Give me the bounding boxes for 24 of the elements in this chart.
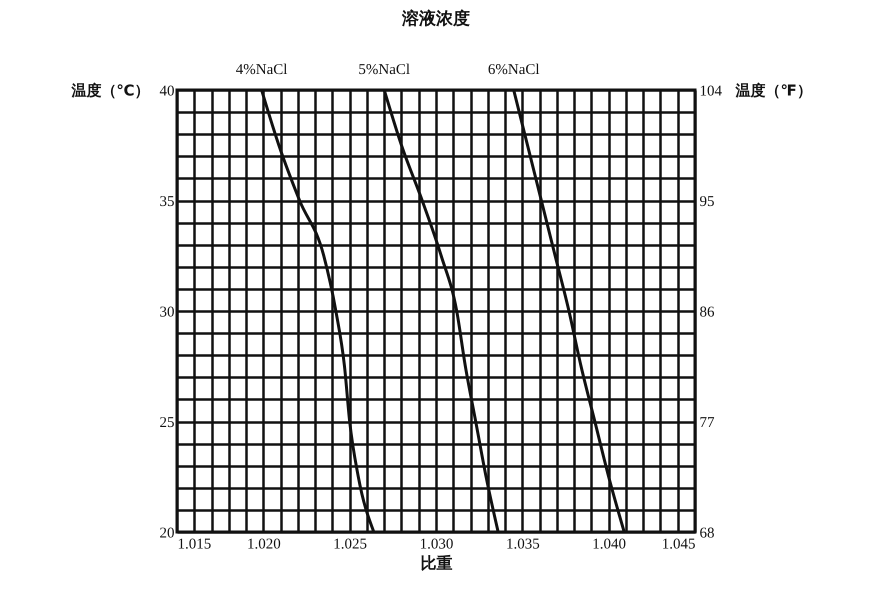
x-tick-label: 1.035 — [506, 536, 540, 552]
series-label: 6%NaCl — [488, 62, 540, 78]
x-tick-label: 1.040 — [592, 536, 626, 552]
x-tick-label: 1.025 — [333, 536, 368, 552]
x-tick-label: 1.020 — [246, 536, 281, 552]
chart-title: 溶液浓度 — [401, 9, 470, 29]
series-label: 4%NaCl — [236, 62, 288, 78]
y2-tick-label: 68 — [700, 526, 714, 542]
y-tick-label: 25 — [160, 415, 174, 431]
x-tick-label: 1.015 — [178, 536, 212, 552]
y-tick-label: 30 — [160, 304, 174, 320]
x-axis-title: 比重 — [420, 554, 452, 572]
series-label: 5%NaCl — [358, 62, 410, 78]
y-axis-title: 温度（℃） — [70, 82, 150, 100]
y2-tick-label: 104 — [700, 84, 722, 100]
x-tick-label: 1.030 — [420, 536, 454, 552]
y2-tick-label: 95 — [700, 194, 714, 210]
y2-tick-label: 86 — [700, 304, 715, 320]
y-tick-label: 20 — [160, 526, 174, 542]
y2-axis-title: 温度（℉） — [734, 82, 812, 100]
y2-tick-label: 77 — [700, 415, 715, 431]
y-tick-label: 35 — [160, 194, 174, 210]
x-tick-label: 1.045 — [662, 536, 696, 552]
y-tick-label: 40 — [160, 84, 174, 100]
